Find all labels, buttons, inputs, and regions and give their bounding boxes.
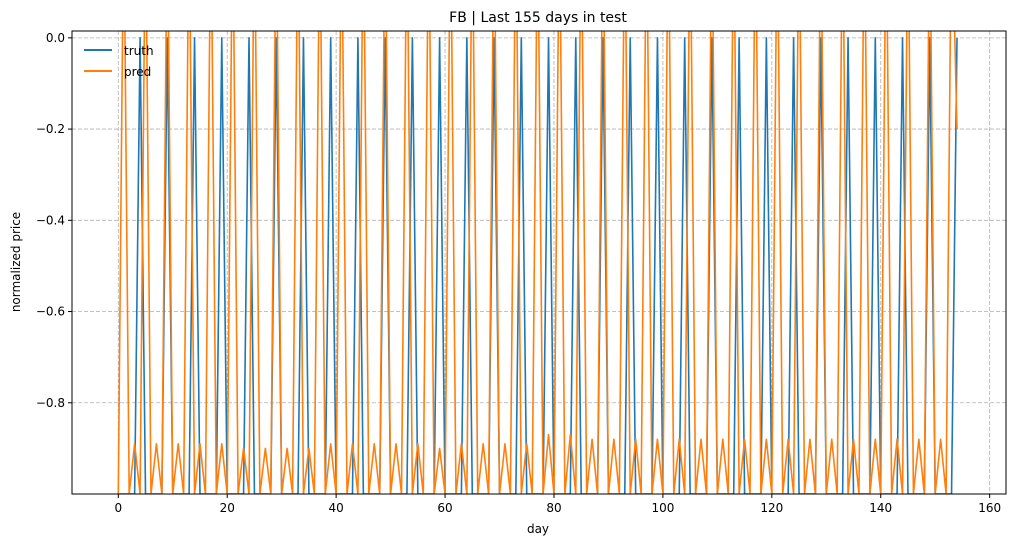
- y-axis-label: normalized price: [9, 212, 23, 312]
- x-tick-label: 0: [114, 501, 122, 515]
- y-tick-label: −0.8: [36, 396, 65, 410]
- x-tick-label: 100: [651, 501, 674, 515]
- y-tick-label: −0.6: [36, 305, 65, 319]
- y-tick-label: 0.0: [46, 31, 65, 45]
- series-line-pred: [117, 31, 958, 494]
- y-axis-ticks: −0.8 −0.6 −0.4 −0.2 0.0: [36, 31, 72, 410]
- plot-frame: [71, 30, 1007, 495]
- x-tick-label: 140: [869, 501, 892, 515]
- chart-title: FB | Last 155 days in test: [449, 10, 627, 26]
- legend: truth pred: [84, 44, 154, 79]
- x-tick-label: 20: [220, 501, 235, 515]
- x-axis-ticks: 0 20 40 60 80 100 120 140 160: [114, 494, 1001, 515]
- x-tick-label: 120: [760, 501, 783, 515]
- y-tick-label: −0.4: [36, 213, 65, 227]
- x-tick-label: 60: [437, 501, 452, 515]
- series-layer: [117, 31, 958, 494]
- x-tick-label: 80: [546, 501, 561, 515]
- x-tick-label: 40: [328, 501, 343, 515]
- x-tick-label: 160: [978, 501, 1001, 515]
- legend-label-truth: truth: [124, 44, 154, 58]
- legend-label-pred: pred: [124, 65, 151, 79]
- y-tick-label: −0.2: [36, 122, 65, 136]
- x-axis-label: day: [527, 522, 549, 536]
